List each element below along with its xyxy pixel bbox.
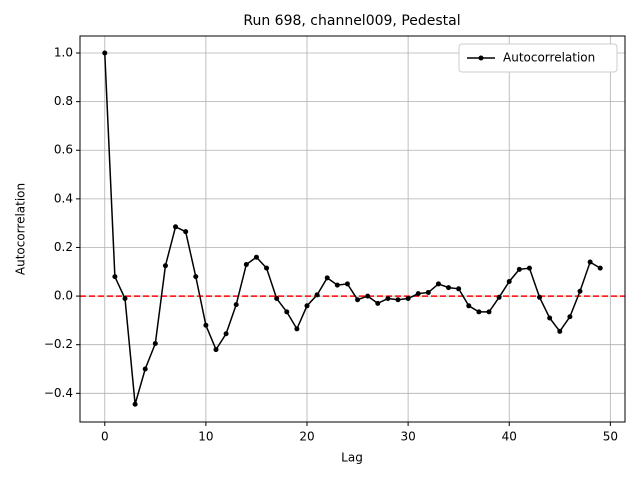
point bbox=[395, 297, 401, 303]
point bbox=[577, 288, 583, 294]
point bbox=[446, 285, 452, 291]
point bbox=[486, 309, 492, 315]
point bbox=[213, 347, 219, 353]
y-tick-label: 0.6 bbox=[54, 143, 73, 157]
x-axis-label: Lag bbox=[341, 451, 363, 465]
point bbox=[324, 275, 330, 281]
point bbox=[162, 263, 168, 269]
point bbox=[516, 266, 522, 272]
point bbox=[415, 291, 421, 297]
x-tick-label: 10 bbox=[198, 430, 213, 444]
point bbox=[385, 296, 391, 302]
point bbox=[173, 224, 179, 230]
chart-title: Run 698, channel009, Pedestal bbox=[243, 13, 460, 29]
point bbox=[547, 315, 553, 321]
point bbox=[223, 331, 229, 337]
y-tick-label: −0.2 bbox=[44, 337, 73, 351]
point bbox=[344, 281, 350, 287]
point bbox=[435, 281, 441, 287]
point bbox=[314, 292, 320, 298]
point bbox=[233, 302, 239, 308]
point bbox=[375, 300, 381, 306]
y-tick-label: −0.4 bbox=[44, 386, 73, 400]
point bbox=[132, 401, 138, 407]
y-tick-label: 0.0 bbox=[54, 289, 73, 303]
point bbox=[193, 274, 199, 280]
point bbox=[102, 50, 108, 56]
point bbox=[122, 296, 128, 302]
point bbox=[284, 309, 290, 315]
point bbox=[405, 296, 411, 302]
point bbox=[183, 229, 189, 235]
y-tick-label: 0.2 bbox=[54, 240, 73, 254]
point bbox=[526, 265, 532, 271]
point bbox=[506, 279, 512, 285]
point bbox=[456, 286, 462, 292]
point bbox=[537, 294, 543, 300]
point bbox=[203, 322, 209, 328]
point bbox=[243, 261, 249, 267]
y-tick-label: 1.0 bbox=[54, 46, 73, 60]
point bbox=[253, 254, 259, 260]
series-line bbox=[104, 52, 601, 405]
point bbox=[557, 328, 563, 334]
point bbox=[152, 340, 158, 346]
point bbox=[142, 366, 148, 372]
point bbox=[496, 294, 502, 300]
point bbox=[597, 265, 603, 271]
x-tick-label: 30 bbox=[400, 430, 415, 444]
y-tick-label: 0.8 bbox=[54, 94, 73, 108]
point bbox=[355, 297, 361, 303]
point bbox=[476, 309, 482, 315]
point bbox=[365, 293, 371, 299]
y-tick-label: 0.4 bbox=[54, 191, 73, 205]
axes-frame bbox=[79, 35, 626, 423]
point bbox=[425, 289, 431, 295]
x-tick-label: 20 bbox=[299, 430, 314, 444]
point bbox=[587, 259, 593, 265]
x-tick-label: 0 bbox=[101, 430, 109, 444]
point bbox=[274, 296, 280, 302]
x-tick-label: 40 bbox=[502, 430, 517, 444]
point bbox=[304, 303, 310, 309]
x-tick-label: 50 bbox=[603, 430, 618, 444]
point bbox=[112, 274, 118, 280]
y-axis-label: Autocorrelation bbox=[14, 183, 28, 275]
point bbox=[264, 265, 270, 271]
point bbox=[294, 326, 300, 332]
point bbox=[466, 303, 472, 309]
legend-label: Autocorrelation bbox=[503, 51, 595, 65]
point bbox=[334, 282, 340, 288]
legend-box bbox=[458, 43, 618, 73]
legend-marker bbox=[478, 55, 484, 61]
point bbox=[567, 314, 573, 320]
